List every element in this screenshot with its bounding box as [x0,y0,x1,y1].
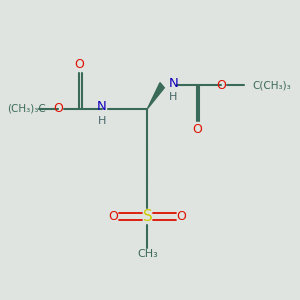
Text: H: H [169,92,177,102]
Polygon shape [147,83,164,109]
Text: N: N [97,100,107,113]
Text: (CH₃)₃C: (CH₃)₃C [8,104,46,114]
Text: S: S [142,209,152,224]
Text: N: N [169,77,178,90]
Text: O: O [216,79,226,92]
Text: O: O [176,210,186,223]
Text: O: O [108,210,118,223]
Text: O: O [74,58,84,71]
Text: H: H [98,116,106,126]
Text: O: O [192,123,202,136]
Text: C(CH₃)₃: C(CH₃)₃ [252,80,291,90]
Text: CH₃: CH₃ [137,249,158,259]
Text: O: O [53,102,63,115]
